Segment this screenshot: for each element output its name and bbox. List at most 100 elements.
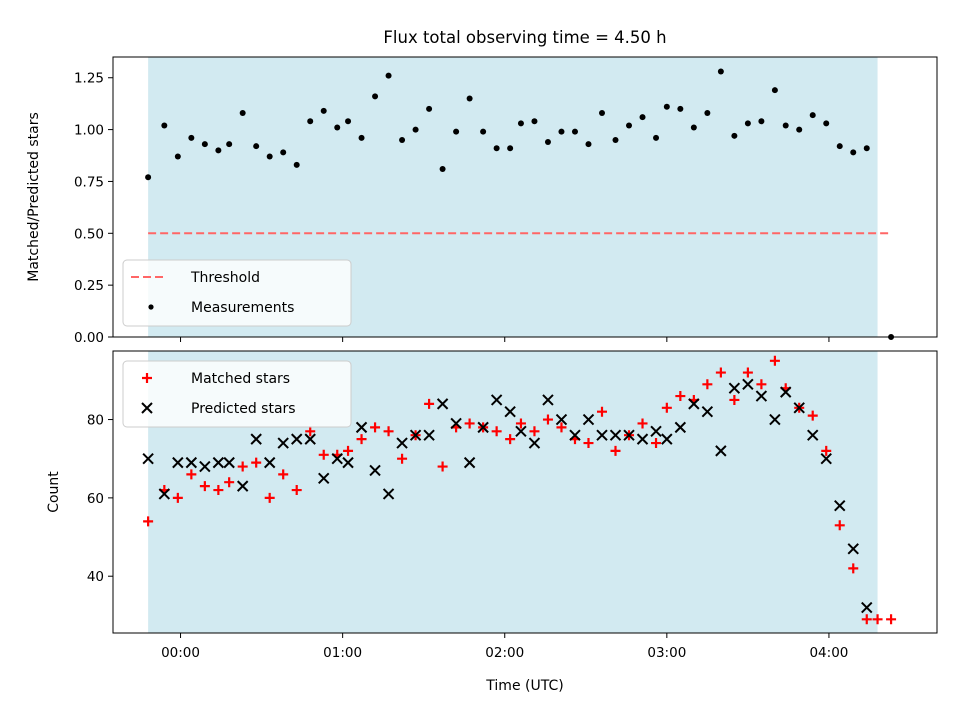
predicted-star-point: [369, 464, 381, 477]
matched-star-point: [675, 391, 686, 402]
measurement-point: [585, 141, 592, 148]
measurement-point: [174, 153, 181, 160]
matched-star-point: [437, 461, 448, 472]
predicted-star-point: [807, 429, 819, 441]
matched-star-point: [264, 492, 275, 503]
predicted-star-point: [609, 429, 622, 441]
matched-star-point: [491, 426, 502, 437]
matched-star-point: [821, 445, 832, 456]
predicted-star-point: [688, 398, 700, 410]
measurement-point: [758, 118, 765, 125]
matched-star-point: [872, 614, 883, 625]
measurement-point: [145, 174, 152, 181]
measurement-point: [334, 124, 341, 131]
matched-star-point: [556, 422, 567, 433]
axes-frame: [112, 56, 938, 338]
matched-star-point: [305, 426, 316, 437]
y-tick-label: 0.75: [74, 174, 104, 190]
axes-frame: [112, 350, 938, 634]
matched-star-point: [756, 379, 767, 390]
predicted-star-point: [263, 456, 276, 469]
matched-star-point: [596, 406, 607, 417]
measurement-point: [850, 149, 857, 156]
matched-star-point: [186, 469, 197, 480]
x-tick-label: 01:00: [323, 645, 362, 661]
predicted-star-point: [291, 433, 303, 445]
predicted-star-point: [277, 437, 289, 449]
measurement-point: [280, 149, 287, 156]
measurement-point: [253, 143, 260, 150]
matched-star-point: [807, 410, 818, 421]
matched-star-point: [397, 453, 408, 464]
measurement-point: [704, 110, 711, 116]
measurement-point: [571, 128, 578, 135]
legend-predicted-swatch: [141, 402, 153, 414]
predicted-star-point: [596, 429, 608, 441]
measurement-point: [466, 95, 473, 102]
predicted-star-point: [158, 488, 171, 500]
measurement-point: [612, 136, 619, 143]
predicted-star-point: [701, 406, 714, 418]
measurement-point: [731, 132, 738, 139]
measurement-point: [266, 153, 273, 160]
predicted-star-point: [199, 460, 211, 473]
predicted-star-point: [477, 421, 489, 434]
matched-star-point: [237, 461, 248, 472]
predicted-star-point: [142, 453, 154, 465]
legend-label: Matched stars: [191, 371, 290, 387]
measurement-point: [663, 103, 670, 110]
predicted-star-point: [820, 453, 832, 465]
predicted-star-point: [847, 543, 859, 555]
measurement-point: [626, 122, 633, 129]
matched-star-point: [637, 418, 648, 429]
predicted-star-point: [861, 601, 873, 614]
top-panel: 0.00 0.25 0.50 0.75 1.00 1.25 Matched/Predicte…: [26, 56, 938, 346]
matched-star-point: [702, 379, 713, 390]
legend-measurement-swatch: [148, 304, 154, 310]
matched-star-point: [661, 402, 672, 413]
matched-star-point: [383, 426, 394, 437]
measurement-point: [639, 114, 646, 121]
measurement-point: [372, 93, 379, 100]
measurement-point: [226, 141, 233, 148]
predicted-star-point: [172, 456, 184, 469]
predicted-star-point: [423, 429, 435, 441]
matched-star-point: [848, 563, 859, 574]
measurement-point: [863, 145, 870, 152]
measurement-point: [507, 145, 514, 152]
matched-star-point: [886, 614, 897, 625]
predicted-star-point: [355, 421, 368, 434]
measurement-point: [293, 161, 300, 168]
predicted-star-point: [304, 433, 316, 445]
matched-star-point: [729, 394, 740, 405]
predicted-star-point: [569, 429, 581, 441]
y-tick-label: 60: [87, 491, 104, 507]
predicted-star-point: [396, 437, 408, 449]
measurement-point: [439, 166, 446, 172]
measurement-point: [517, 120, 524, 127]
legend-label: Threshold: [190, 270, 260, 286]
predicted-star-point: [185, 456, 198, 469]
measurement-point: [320, 107, 327, 114]
matched-star-point: [715, 367, 726, 378]
predicted-star-point: [250, 433, 262, 445]
matched-star-point: [834, 520, 845, 531]
measurement-point: [201, 141, 208, 148]
legend-box: [122, 259, 352, 327]
matched-star-point: [224, 477, 235, 488]
bottom-panel: 40 60 80 00:00 01:00 02:00 03:00 04:00 Count Time…: [46, 350, 938, 694]
measurement-point: [544, 139, 551, 146]
matched-star-point: [291, 485, 302, 496]
predicted-star-point: [463, 456, 476, 469]
predicted-star-point: [382, 488, 395, 500]
matched-star-point: [424, 398, 435, 409]
x-tick-label: 04:00: [809, 645, 848, 661]
measurement-point: [412, 126, 419, 133]
matched-star-point: [742, 367, 753, 378]
measurement-point: [345, 118, 352, 125]
predicted-star-point: [515, 425, 527, 437]
matched-star-point: [318, 449, 329, 460]
predicted-star-point: [650, 425, 662, 437]
predicted-star-point: [555, 413, 568, 426]
measurement-point: [836, 143, 843, 150]
